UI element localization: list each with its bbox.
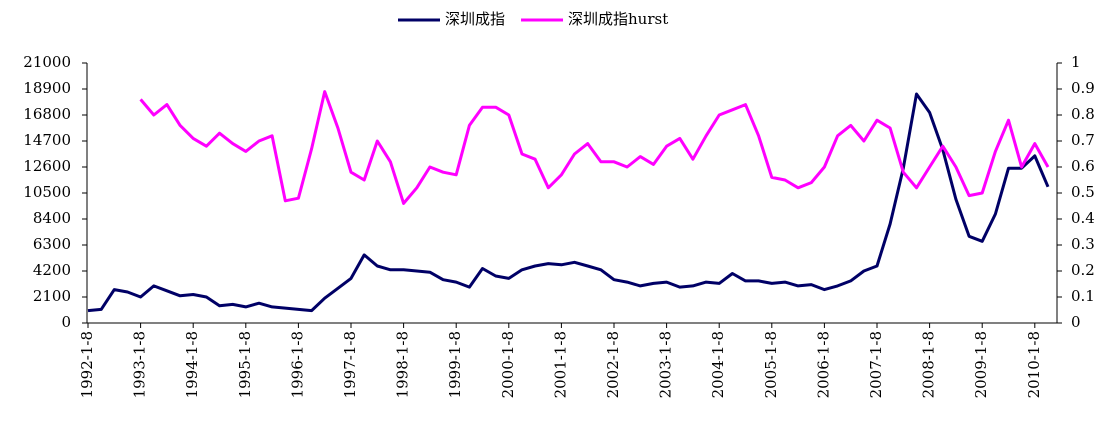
y-tick-label: 21000 [23,53,71,71]
x-tick-label: 2001-1-8 [551,331,569,398]
x-tick-label: 2003-1-8 [657,331,675,398]
x-tick-label: 2009-1-8 [972,331,990,398]
x-tick-label: 1992-1-8 [78,331,96,398]
x-tick-label: 2007-1-8 [867,331,885,398]
x-tick-label: 1995-1-8 [236,331,254,398]
y-tick-label: 8400 [33,209,71,227]
y2-tick-label: 0.4 [1071,209,1095,227]
x-tick-label: 1994-1-8 [183,331,201,398]
x-tick-label: 2006-1-8 [814,331,832,398]
legend-label: 深圳成指hurst [568,10,668,28]
y2-tick-label: 0.3 [1071,235,1095,253]
x-tick-label: 1999-1-8 [446,331,464,398]
y2-tick-label: 0.9 [1071,79,1095,97]
y-tick-label: 12600 [23,157,71,175]
y2-tick-label: 0.1 [1071,287,1095,305]
y2-tick-label: 1 [1071,53,1081,71]
y-tick-label: 14700 [23,131,71,149]
x-tick-label: 2008-1-8 [920,331,938,398]
y2-tick-label: 0.2 [1071,261,1095,279]
y2-tick-label: 0.8 [1071,105,1095,123]
x-tick-label: 2005-1-8 [762,331,780,398]
y-tick-label: 10500 [23,183,71,201]
x-tick-label: 1993-1-8 [131,331,149,398]
y-tick-label: 4200 [33,261,71,279]
series-line [139,90,1050,205]
x-tick-label: 2004-1-8 [709,331,727,398]
y-tick-label: 18900 [23,79,71,97]
x-tick-label: 2000-1-8 [499,331,517,398]
y2-tick-label: 0.5 [1071,183,1095,201]
y-tick-label: 6300 [33,235,71,253]
y-tick-label: 0 [61,313,71,331]
legend-label: 深圳成指 [445,10,505,28]
series-line [87,92,1050,313]
y2-tick-label: 0.6 [1071,157,1095,175]
x-tick-label: 2010-1-8 [1025,331,1043,398]
x-tick-label: 1997-1-8 [341,331,359,398]
y-tick-label: 2100 [33,287,71,305]
y2-tick-label: 0.7 [1071,131,1095,149]
x-tick-label: 1998-1-8 [394,331,412,398]
y-tick-label: 16800 [23,105,71,123]
x-tick-label: 1996-1-8 [288,331,306,398]
y2-tick-label: 0 [1071,313,1081,331]
x-tick-label: 2002-1-8 [604,331,622,398]
